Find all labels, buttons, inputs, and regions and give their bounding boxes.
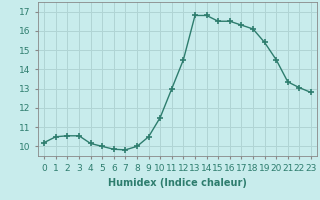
- X-axis label: Humidex (Indice chaleur): Humidex (Indice chaleur): [108, 178, 247, 188]
